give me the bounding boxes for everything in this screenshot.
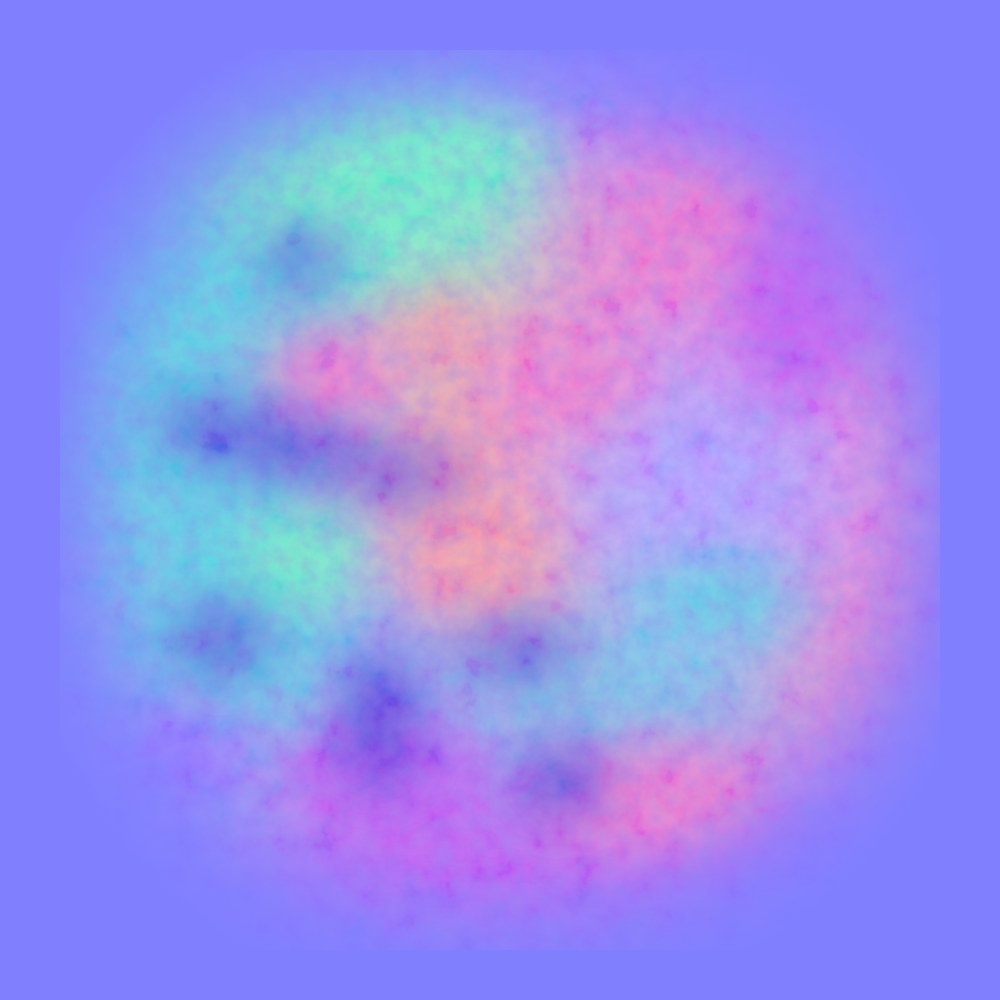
normal-map-texture (0, 0, 1000, 1000)
normal-map-canvas (0, 0, 1000, 1000)
crevice-noise (0, 0, 1000, 1000)
